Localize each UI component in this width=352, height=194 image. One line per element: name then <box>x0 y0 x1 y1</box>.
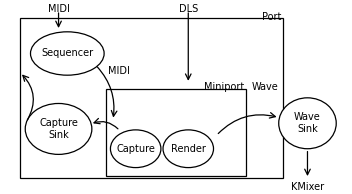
Ellipse shape <box>279 98 336 149</box>
Text: Render: Render <box>171 144 206 154</box>
Text: Capture: Capture <box>116 144 155 154</box>
Text: KMixer: KMixer <box>291 182 324 192</box>
Text: Wave
Sink: Wave Sink <box>294 113 321 134</box>
Text: MIDI: MIDI <box>108 66 130 76</box>
Ellipse shape <box>111 130 161 168</box>
Bar <box>20 18 283 178</box>
Text: Port: Port <box>262 12 281 22</box>
Text: Sequencer: Sequencer <box>41 48 93 59</box>
Ellipse shape <box>163 130 214 168</box>
Bar <box>106 89 246 176</box>
Ellipse shape <box>25 103 92 154</box>
Text: Capture
Sink: Capture Sink <box>39 118 78 140</box>
Text: DLS: DLS <box>179 3 198 14</box>
Text: Wave: Wave <box>251 82 278 92</box>
Text: MIDI: MIDI <box>48 3 69 14</box>
Text: Miniport: Miniport <box>204 82 244 92</box>
Ellipse shape <box>31 32 104 75</box>
